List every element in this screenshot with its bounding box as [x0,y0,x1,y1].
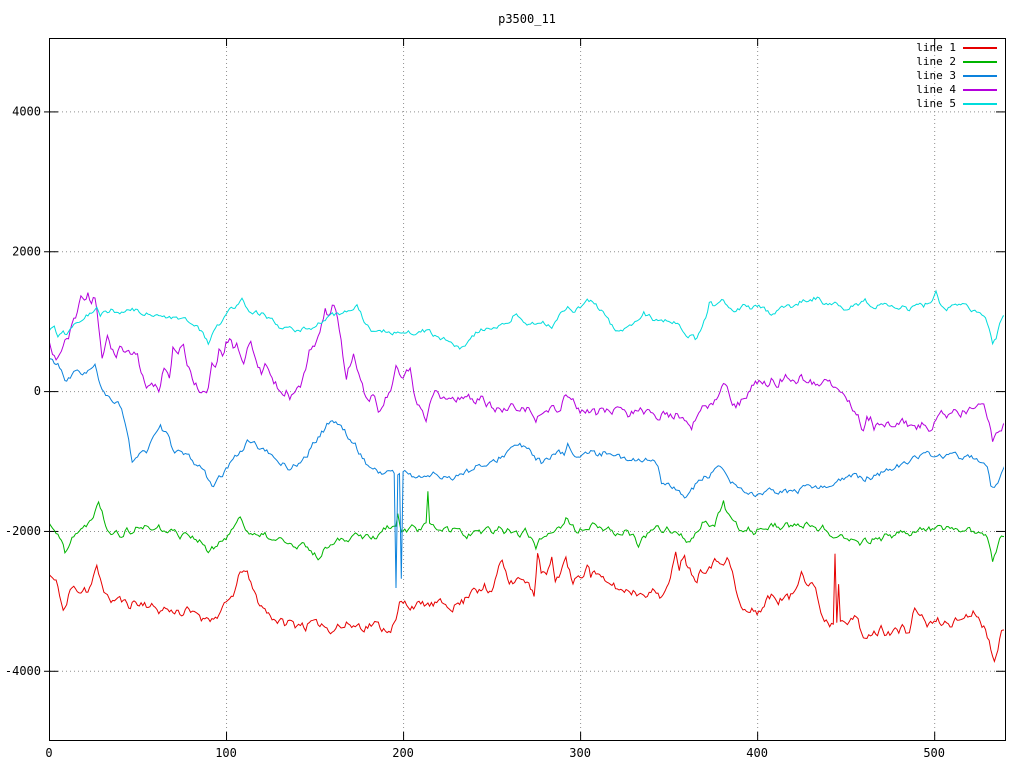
chart-title: p3500_11 [498,12,556,26]
legend-line-swatch [963,61,997,63]
legend-item: line 4 [0,83,997,97]
legend: line 1 line 2 line 3 line 4 line 5 [0,41,997,111]
y-tick-label: 4000 [12,104,41,118]
x-tick-label: 100 [215,746,237,760]
y-tick-label: -2000 [5,524,41,538]
legend-label: line 5 [916,97,956,110]
series-line-2 [50,491,1004,562]
x-tick-label: 300 [569,746,591,760]
y-tick-label: -4000 [5,664,41,678]
legend-line-swatch [963,75,997,77]
series-line-5 [50,289,1004,350]
y-tick-label: 0 [34,384,41,398]
legend-item: line 5 [0,97,997,111]
series-line-1 [50,551,1004,663]
legend-line-swatch [963,47,997,49]
legend-line-swatch [963,103,997,105]
legend-label: line 1 [916,41,956,54]
plot-border [49,38,1006,741]
legend-label: line 2 [916,55,956,68]
legend-label: line 3 [916,69,956,82]
legend-line-swatch [963,89,997,91]
y-tick-label: 2000 [12,244,41,258]
x-tick-label: 400 [746,746,768,760]
legend-item: line 1 [0,41,997,55]
legend-item: line 2 [0,55,997,69]
legend-label: line 4 [916,83,956,96]
x-tick-label: 500 [923,746,945,760]
x-tick-label: 0 [45,746,52,760]
series-line-3 [50,358,1004,589]
series-line-4 [50,292,1004,442]
legend-item: line 3 [0,69,997,83]
x-tick-label: 200 [392,746,414,760]
